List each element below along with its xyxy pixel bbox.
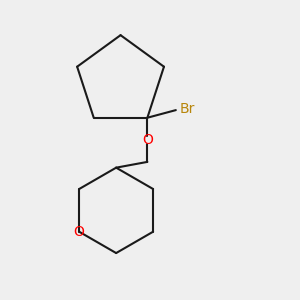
- Text: O: O: [74, 225, 85, 239]
- Text: Br: Br: [180, 102, 195, 116]
- Text: O: O: [142, 133, 153, 147]
